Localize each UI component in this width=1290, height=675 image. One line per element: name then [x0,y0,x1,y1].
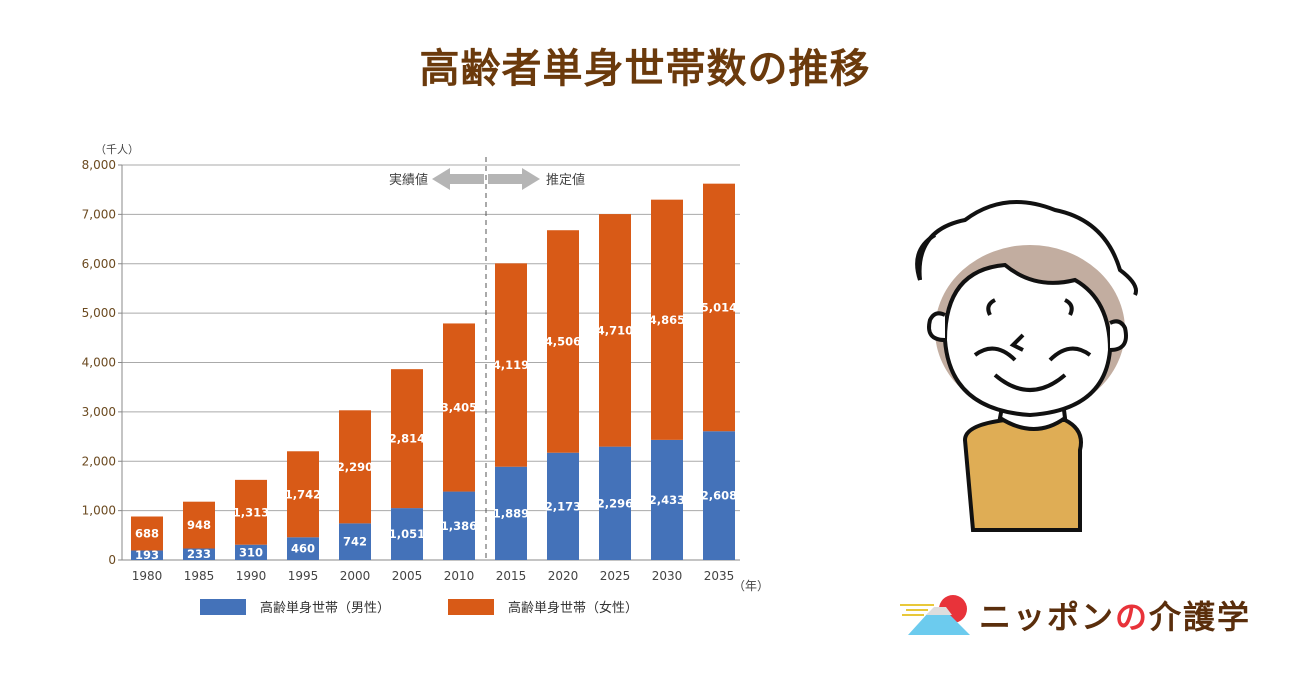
bar-male [339,523,371,560]
data-label: 1,386 [441,519,477,533]
legend-label-female: 高齢単身世帯（女性） [508,601,639,616]
x-tick-label: 2010 [444,569,475,583]
bar-female [391,369,423,509]
bar-male [131,550,163,560]
data-label: 460 [291,542,315,556]
logo-text-b: 介護学 [1149,598,1252,636]
x-tick-label: 2015 [496,569,527,583]
bar-female [287,451,319,538]
x-tick-label: 1985 [184,569,215,583]
x-tick-label: 2025 [600,569,631,583]
data-label: 2,608 [701,489,737,503]
y-tick-label: 8,000 [82,158,116,172]
bar-female [131,516,163,551]
bar-male [495,466,527,560]
bar-male [703,431,735,560]
data-label: 2,290 [337,460,373,474]
bar-female [651,199,683,440]
logo-text-no: の [1115,598,1150,636]
legend-label-male: 高齢単身世帯（男性） [260,601,391,616]
bar-female [339,410,371,524]
bar-male [443,491,475,560]
legend-female: 高齢単身世帯（女性） [448,597,638,616]
bar-female [599,214,631,447]
data-label: 5,014 [701,300,737,314]
x-tick-label: 1995 [288,569,319,583]
logo-text: ニッポンの介護学 [979,592,1251,638]
y-unit-label: （千人） [95,143,139,156]
data-label: 233 [187,547,211,561]
x-tick-label: 1980 [132,569,163,583]
x-tick-label: 2030 [652,569,683,583]
bar-male [651,439,683,560]
bar-female [183,501,215,549]
data-label: 1,889 [493,506,529,520]
bar-female [495,263,527,467]
bar-male [391,508,423,560]
x-tick-label: 2020 [548,569,579,583]
bar-male [599,446,631,560]
arrow-right-icon [488,168,540,190]
bar-female [235,479,267,545]
bar-female [703,183,735,432]
bar-male [183,548,215,560]
logo: ニッポンの介護学 [898,592,1251,638]
data-label: 1,742 [285,487,321,501]
y-tick-label: 1,000 [82,504,116,518]
data-label: 688 [135,526,159,540]
x-tick-label: 2000 [340,569,371,583]
legend-swatch-male [200,598,246,615]
mount-fuji-logo-icon [900,594,970,635]
logo-text-a: ニッポン [979,598,1116,636]
data-label: 310 [239,545,263,559]
bar-female [547,230,579,453]
data-label: 4,119 [493,358,529,372]
data-label: 2,296 [597,496,633,510]
legend-male: 高齢単身世帯（男性） [200,597,390,616]
bar-male [235,544,267,560]
data-label: 4,865 [649,313,685,327]
y-tick-label: 6,000 [82,257,116,271]
data-label: 193 [135,548,159,562]
arrow-left-icon [432,168,484,190]
data-label: 1,313 [233,505,269,519]
data-label: 1,051 [389,527,425,541]
estimate-label: 推定値 [546,172,585,188]
actual-label: 実績値 [389,172,428,188]
data-label: 3,405 [441,401,477,415]
data-label: 948 [187,518,211,532]
data-label: 4,506 [545,334,581,348]
data-label: 4,710 [597,323,633,337]
y-tick-label: 5,000 [82,306,116,320]
data-label: 2,433 [649,493,685,507]
page-title: 高齢者単身世帯数の推移 [419,46,871,92]
x-tick-label: 2035 [704,569,735,583]
y-tick-label: 4,000 [82,356,116,370]
y-tick-label: 0 [108,553,116,567]
elderly-woman-illustration [915,200,1138,532]
x-tick-label: 1990 [236,569,267,583]
x-unit-label: （年） [733,579,769,593]
y-tick-label: 7,000 [82,207,116,221]
data-label: 2,173 [545,499,581,513]
legend-swatch-female [448,598,494,615]
bar-female [443,323,475,492]
y-tick-label: 2,000 [82,454,116,468]
bar-male [287,537,319,560]
bar-male [547,452,579,560]
data-label: 2,814 [389,432,425,446]
x-tick-label: 2005 [392,569,423,583]
y-tick-label: 3,000 [82,405,116,419]
data-label: 742 [343,535,367,549]
